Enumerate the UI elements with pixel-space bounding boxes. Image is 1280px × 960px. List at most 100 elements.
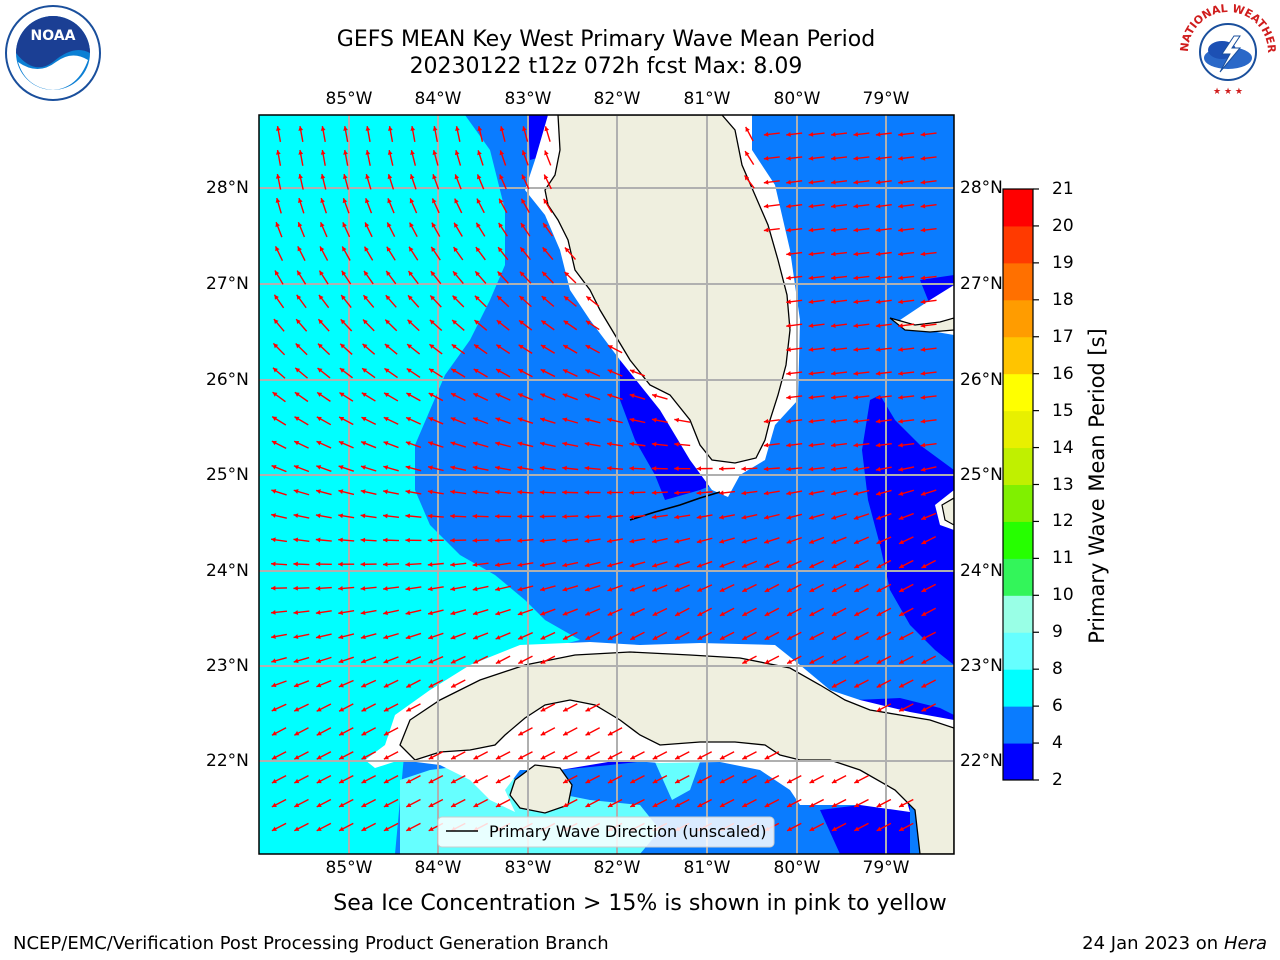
land-cuba xyxy=(399,651,954,854)
wave-arrow-head xyxy=(544,126,550,132)
wave-arrow-head xyxy=(473,802,479,807)
wave-arrow-head xyxy=(520,247,525,253)
wave-arrow-head xyxy=(363,270,369,276)
wave-arrow-head xyxy=(719,563,725,568)
wave-arrow-head xyxy=(383,610,388,616)
wave-arrow-head xyxy=(876,635,882,640)
wave-arrow-head xyxy=(831,515,837,520)
wave-arrow-head xyxy=(741,490,747,496)
colorbar-segment xyxy=(1003,373,1033,412)
wave-arrow-head xyxy=(719,754,725,760)
wave-arrow-head xyxy=(764,611,770,616)
wave-arrow-head xyxy=(339,754,345,760)
wave-arrow-head xyxy=(562,586,568,592)
lon-label-bottom-79w: 79°W xyxy=(862,858,910,878)
wave-arrow-head xyxy=(875,251,881,257)
footer-host: Hera xyxy=(1223,933,1267,954)
wave-arrow-head xyxy=(271,826,277,831)
wave-arrow-head xyxy=(432,198,437,204)
wave-arrow-head xyxy=(921,539,927,545)
wave-arrow-head xyxy=(406,658,411,664)
wave-arrow-head xyxy=(808,442,814,448)
wave-arrow-head xyxy=(495,538,500,543)
wave-arrow-head xyxy=(427,586,433,592)
wave-arrow-head xyxy=(383,634,389,640)
wave-arrow-head xyxy=(876,539,882,544)
wave-arrow-head xyxy=(519,271,525,277)
land-grand-bahama xyxy=(889,317,954,333)
wave-arrow-head xyxy=(584,417,590,423)
wave-arrow-head xyxy=(543,198,549,204)
wave-arrow-head xyxy=(427,513,433,519)
wave-arrow-head xyxy=(542,247,548,253)
wave-arrow-head xyxy=(674,587,680,592)
wave-arrow-head xyxy=(899,635,905,640)
wave-arrow-head xyxy=(477,126,483,132)
wave-arrow-head xyxy=(629,369,635,374)
wave-arrow-head xyxy=(697,802,703,807)
wave-arrow-head xyxy=(341,295,346,300)
wave-arrow-head xyxy=(786,155,791,161)
wave-arrow-head xyxy=(365,174,370,180)
wave-arrow-head xyxy=(296,319,301,325)
colorbar-tick-label: 16 xyxy=(1052,363,1074,384)
wave-arrow-head xyxy=(293,610,299,615)
wave-arrow-head xyxy=(764,802,770,807)
wave-arrow-head xyxy=(563,707,569,712)
wave-arrow-head xyxy=(876,802,882,807)
wave-arrow-head xyxy=(271,658,277,664)
wave-arrow-head xyxy=(473,368,479,374)
wave-arrow-head xyxy=(295,343,301,349)
lat-label-left-23n: 23°N xyxy=(206,656,249,676)
wave-arrow-head xyxy=(809,563,815,568)
wave-arrow-head xyxy=(520,222,526,228)
wave-arrow-head xyxy=(899,683,905,688)
wave-arrow-head xyxy=(293,561,298,567)
wave-arrow-head xyxy=(271,465,277,470)
wave-arrow-head xyxy=(427,537,433,543)
wave-arrow-head xyxy=(339,392,345,397)
wave-arrow-head xyxy=(652,635,658,640)
wave-arrow-head xyxy=(719,635,725,640)
lat-label-left-27n: 27°N xyxy=(206,274,249,294)
wave-arrow-head xyxy=(853,347,859,352)
wave-arrow-head xyxy=(428,610,433,616)
wave-arrow-head xyxy=(674,490,679,496)
wave-arrow-head xyxy=(854,611,860,616)
wave-arrow-head xyxy=(432,126,438,131)
wave-arrow-head xyxy=(540,417,546,423)
footer-date-text: 24 Jan 2023 on xyxy=(1082,933,1224,954)
wave-arrow-head xyxy=(293,465,299,470)
wave-arrow-head xyxy=(745,126,750,132)
wave-arrow-head xyxy=(428,802,434,807)
wave-arrow-head xyxy=(387,174,393,180)
wave-arrow-head xyxy=(339,416,345,422)
wave-arrow-head xyxy=(275,198,281,203)
wave-arrow-head xyxy=(809,587,815,592)
wave-arrow-head xyxy=(338,441,344,446)
wave-arrow-head xyxy=(741,514,747,520)
wave-arrow-head xyxy=(342,174,348,179)
wave-arrow-head xyxy=(340,343,346,349)
wave-arrow-head xyxy=(854,826,860,831)
wave-arrow-head xyxy=(786,323,791,329)
wave-arrow-head xyxy=(831,466,836,472)
wave-arrow-head xyxy=(629,466,634,471)
wave-arrow-head xyxy=(298,126,304,131)
wave-arrow-head xyxy=(853,155,859,161)
wave-arrow-head xyxy=(786,563,792,568)
wave-arrow-head xyxy=(338,465,344,470)
wave-arrow-head xyxy=(831,490,837,496)
wave-arrow-head xyxy=(339,802,345,807)
svg-text:★ ★ ★: ★ ★ ★ xyxy=(1213,87,1243,97)
wave-arrow-head xyxy=(831,539,837,544)
wave-arrow-head xyxy=(316,778,322,784)
wave-arrow-head xyxy=(427,562,433,567)
wave-arrow-head xyxy=(294,731,300,736)
wave-arrow-head xyxy=(652,562,658,568)
colorbar-segment xyxy=(1003,484,1033,522)
wave-arrow-head xyxy=(453,271,458,277)
wave-arrow-head xyxy=(831,347,836,352)
wave-arrow-head xyxy=(272,416,278,421)
